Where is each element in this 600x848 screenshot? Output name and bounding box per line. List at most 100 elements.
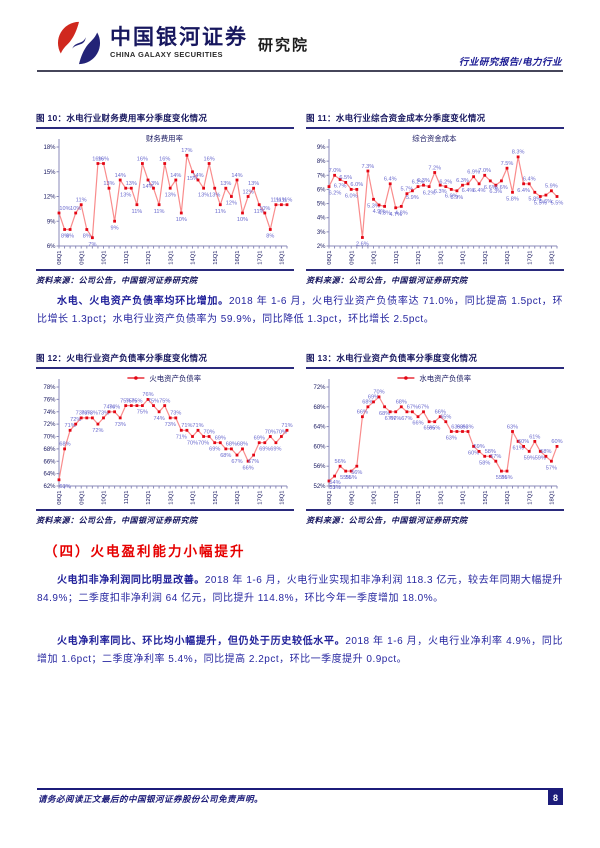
figure-11: 图 11：水电行业综合资金成本分季度变化情况 2% 3% 4% 5% 6% 7% 8% 9% 0… <box>306 112 564 286</box>
svg-text:4.8%: 4.8% <box>378 211 391 217</box>
svg-text:10%: 10% <box>259 206 270 212</box>
svg-text:67%: 67% <box>231 460 242 466</box>
svg-text:66%: 66% <box>357 410 368 416</box>
svg-text:64%: 64% <box>313 425 326 431</box>
svg-text:14Q1: 14Q1 <box>191 251 197 265</box>
svg-text:73%: 73% <box>76 411 87 417</box>
figure-11-source: 资料来源：公司公告，中国银河证券研究院 <box>306 269 564 286</box>
svg-text:13%: 13% <box>148 181 159 187</box>
svg-text:9%: 9% <box>47 220 56 226</box>
svg-text:13%: 13% <box>220 181 231 187</box>
svg-text:70%: 70% <box>187 441 198 447</box>
svg-text:18Q1: 18Q1 <box>280 491 286 505</box>
svg-text:13Q1: 13Q1 <box>438 491 444 505</box>
svg-text:水电资产负债率: 水电资产负债率 <box>419 374 471 383</box>
svg-text:09Q1: 09Q1 <box>349 251 355 265</box>
svg-text:66%: 66% <box>435 410 446 416</box>
svg-text:60%: 60% <box>551 440 562 446</box>
svg-text:63%: 63% <box>59 484 70 490</box>
paragraph-net-margin-body: 2018 年 1-6 月，火电行业净利率 4.9%，同比增加 1.6pct；二季… <box>37 636 563 665</box>
svg-text:16%: 16% <box>137 157 148 163</box>
figure-12-source: 资料来源：公司公告，中国银河证券研究院 <box>36 509 294 526</box>
svg-text:6.0%: 6.0% <box>350 183 363 189</box>
svg-text:3%: 3% <box>317 230 326 236</box>
svg-text:63%: 63% <box>507 425 518 431</box>
svg-text:2%: 2% <box>317 244 326 250</box>
svg-text:60%: 60% <box>468 451 479 457</box>
svg-text:17Q1: 17Q1 <box>257 251 263 265</box>
brand-text: 中国银河证券 CHINA GALAXY SECURITIES <box>110 26 248 59</box>
svg-text:65%: 65% <box>429 426 440 432</box>
svg-text:7%: 7% <box>88 242 96 248</box>
charts-row-1: 图 10：水电行业财务费用率分季度变化情况 6% 9% 12% 15% 18% 08Q1 0… <box>36 112 564 286</box>
figure-10-source: 资料来源：公司公告，中国银河证券研究院 <box>36 269 294 286</box>
figure-10-chart: 6% 9% 12% 15% 18% 08Q1 09Q1 10Q1 11Q1 12Q1 13Q1 14Q… <box>43 134 293 265</box>
svg-text:6%: 6% <box>317 188 326 194</box>
svg-text:10%: 10% <box>176 217 187 223</box>
svg-text:8.3%: 8.3% <box>512 150 525 156</box>
svg-text:5%: 5% <box>317 202 326 208</box>
svg-text:55%: 55% <box>346 476 357 482</box>
svg-text:09Q1: 09Q1 <box>349 491 355 505</box>
svg-text:69%: 69% <box>259 447 270 453</box>
svg-text:73%: 73% <box>115 422 126 428</box>
svg-text:6.6%: 6.6% <box>495 185 508 191</box>
svg-text:71%: 71% <box>176 435 187 441</box>
svg-text:74%: 74% <box>43 410 56 416</box>
svg-text:7%: 7% <box>317 174 326 180</box>
svg-text:68%: 68% <box>220 453 231 459</box>
svg-text:8%: 8% <box>317 160 326 166</box>
svg-text:56%: 56% <box>313 465 326 471</box>
svg-text:66%: 66% <box>242 466 253 472</box>
svg-text:15Q1: 15Q1 <box>483 251 489 265</box>
svg-text:70%: 70% <box>203 430 214 436</box>
svg-text:58%: 58% <box>540 450 551 456</box>
svg-text:14%: 14% <box>231 173 242 179</box>
svg-text:11%: 11% <box>282 198 293 204</box>
svg-text:11%: 11% <box>254 209 265 215</box>
svg-text:09Q1: 09Q1 <box>79 251 85 265</box>
svg-text:67%: 67% <box>390 416 401 422</box>
svg-text:68%: 68% <box>396 400 407 406</box>
svg-text:70%: 70% <box>265 430 276 436</box>
figure-13: 图 13：水电行业资产负债率分季度变化情况 52% 56% 60% 64% 68% 72%… <box>306 352 564 526</box>
svg-text:7.5%: 7.5% <box>501 161 514 167</box>
svg-text:5.9%: 5.9% <box>451 195 464 201</box>
footer-disclaimer: 请务必阅读正文最后的中国银河证券股份公司免责声明。 <box>38 794 264 804</box>
paragraph-debt-ratio-lead: 水电、火电资产负债率均环比增加。 <box>57 296 229 307</box>
svg-text:18%: 18% <box>43 145 56 151</box>
svg-text:13Q1: 13Q1 <box>168 491 174 505</box>
paragraph-net-margin: 火电净利率同比、环比均小幅提升，但仍处于历史较低水平。2018 年 1-6 月，… <box>37 633 563 668</box>
svg-text:54%: 54% <box>329 481 340 487</box>
svg-text:5.3%: 5.3% <box>367 204 380 210</box>
svg-text:72%: 72% <box>92 429 103 435</box>
svg-text:11%: 11% <box>76 198 87 204</box>
svg-text:61%: 61% <box>529 435 540 441</box>
svg-text:综合资金成本: 综合资金成本 <box>412 134 457 143</box>
svg-text:66%: 66% <box>412 421 423 427</box>
svg-text:67%: 67% <box>418 405 429 411</box>
svg-text:火电资产负债率: 火电资产负债率 <box>149 374 201 383</box>
page-number: 8 <box>548 790 563 805</box>
section-heading-4: （四）火电盈利能力小幅提升 <box>44 544 246 559</box>
svg-text:18Q1: 18Q1 <box>550 491 556 505</box>
svg-text:74%: 74% <box>103 405 114 411</box>
svg-text:14%: 14% <box>170 173 181 179</box>
svg-text:73%: 73% <box>165 422 176 428</box>
svg-text:69%: 69% <box>368 395 379 401</box>
svg-text:72%: 72% <box>313 385 326 391</box>
svg-text:65%: 65% <box>423 426 434 432</box>
svg-text:5.9%: 5.9% <box>545 184 558 190</box>
svg-text:6.3%: 6.3% <box>417 178 430 184</box>
svg-text:4.8%: 4.8% <box>395 211 408 217</box>
svg-text:12%: 12% <box>226 201 237 207</box>
svg-text:4.7%: 4.7% <box>389 212 402 218</box>
svg-text:15Q1: 15Q1 <box>213 491 219 505</box>
paragraph-debt-ratio-body: 2018 年 1-6 月，火电行业资产负债率达 71.0%，同比提高 1.5pc… <box>37 296 564 325</box>
svg-text:15Q1: 15Q1 <box>213 251 219 265</box>
svg-text:75%: 75% <box>126 399 137 405</box>
svg-text:7.0%: 7.0% <box>478 169 491 175</box>
svg-text:08Q1: 08Q1 <box>327 251 333 265</box>
svg-text:56%: 56% <box>351 471 362 477</box>
svg-text:6.4%: 6.4% <box>473 188 486 194</box>
